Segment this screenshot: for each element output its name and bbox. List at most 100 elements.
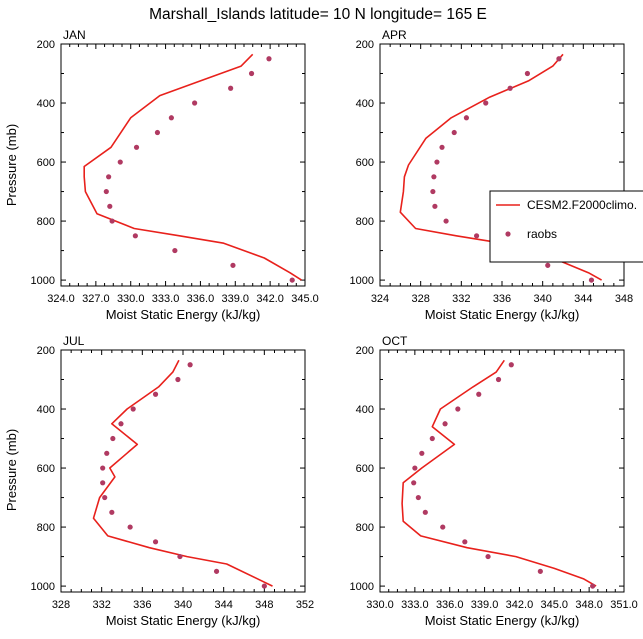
panel-label: JAN <box>63 28 86 42</box>
raobs-point <box>462 539 468 545</box>
y-tick-label: 1000 <box>350 581 374 593</box>
y-tick-label: 600 <box>356 463 374 475</box>
y-tick-label: 800 <box>37 216 55 228</box>
raobs-point <box>103 188 109 195</box>
raobs-point <box>439 144 445 150</box>
raobs-point <box>289 277 295 283</box>
x-tick-label: 324 <box>371 293 389 305</box>
x-tick-label: 344 <box>214 599 232 611</box>
y-tick-label: 800 <box>356 216 374 228</box>
x-tick-label: 342.0 <box>506 599 534 611</box>
panel-label: JUL <box>63 334 85 348</box>
raobs-point <box>172 247 178 254</box>
raobs-point <box>451 129 457 136</box>
y-tick-label: 600 <box>37 463 55 475</box>
legend: CESM2.F2000climo. raobs <box>489 190 643 263</box>
raobs-point <box>175 376 181 383</box>
legend-label: CESM2.F2000climo. <box>527 198 637 212</box>
raobs-point <box>411 480 417 486</box>
x-tick-label: 336.0 <box>436 599 464 611</box>
raobs-point <box>588 277 595 283</box>
model-profile-line <box>401 359 597 587</box>
raobs-point <box>107 203 113 209</box>
raobs-point <box>104 450 110 456</box>
x-tick-label: 339.0 <box>222 293 250 305</box>
x-tick-label: 352 <box>296 599 314 611</box>
x-tick-label: 345.0 <box>541 599 569 611</box>
panel-label: OCT <box>382 334 408 348</box>
raobs-point <box>431 174 437 180</box>
x-tick-label: 330.0 <box>366 599 394 611</box>
raobs-point <box>483 100 489 106</box>
raobs-point <box>508 362 514 368</box>
y-tick-label: 200 <box>356 39 374 51</box>
x-tick-label: 340 <box>533 293 551 305</box>
raobs-point <box>117 159 123 165</box>
x-tick-label: 344 <box>574 293 592 305</box>
x-tick-label: 328 <box>52 599 70 611</box>
y-tick-label: 600 <box>356 157 374 169</box>
raobs-point <box>537 568 543 574</box>
raobs-point <box>154 129 161 136</box>
x-axis-label: Moist Static Energy (kJ/kg) <box>106 613 261 628</box>
raobs-point <box>109 218 115 224</box>
raobs-point <box>118 421 124 427</box>
x-tick-label: 327.0 <box>82 293 110 305</box>
y-tick-label: 800 <box>356 522 374 534</box>
legend-dot-swatch <box>505 231 511 237</box>
raobs-point <box>463 115 470 121</box>
x-tick-label: 340 <box>174 599 192 611</box>
raobs-point <box>430 188 436 195</box>
y-tick-label: 200 <box>356 345 374 357</box>
raobs-point <box>415 494 421 501</box>
raobs-point <box>168 115 174 121</box>
raobs-point <box>434 159 440 165</box>
figure-title: Marshall_Islands latitude= 10 N longitud… <box>149 6 487 23</box>
panel-jul: 328 332 336 340 344 348 352 200 400 600 800 1000 JUL… <box>4 334 314 628</box>
raobs-point <box>443 218 449 224</box>
x-tick-label: 339.0 <box>471 599 499 611</box>
legend-box <box>489 190 643 263</box>
x-tick-label: 336.0 <box>187 293 215 305</box>
x-tick-label: 333.0 <box>401 599 429 611</box>
x-tick-label: 351.0 <box>610 599 638 611</box>
raobs-point <box>507 85 513 91</box>
raobs-point <box>524 70 531 77</box>
y-tick-label: 400 <box>356 404 374 416</box>
raobs-point <box>213 568 220 574</box>
raobs-point <box>419 450 425 456</box>
panels: 324.0 327.0 330.0 333.0 336.0 339.0 342.0 345.0… <box>4 28 638 628</box>
raobs-point <box>248 70 255 77</box>
model-profile-line <box>92 359 273 587</box>
raobs-point <box>130 406 136 412</box>
y-axis-label: Pressure (mb) <box>4 124 19 206</box>
y-tick-label: 1000 <box>31 581 55 593</box>
y-tick-label: 1000 <box>350 275 374 287</box>
x-tick-label: 342.0 <box>256 293 284 305</box>
x-tick-label: 330.0 <box>117 293 145 305</box>
raobs-point <box>192 100 198 106</box>
raobs-point <box>556 56 562 62</box>
panel-label: APR <box>382 28 407 42</box>
raobs-point <box>590 583 596 589</box>
y-tick-label: 400 <box>37 404 55 416</box>
raobs-point <box>432 203 438 209</box>
x-tick-label: 345.0 <box>291 293 319 305</box>
x-axis-label: Moist Static Energy (kJ/kg) <box>106 307 261 322</box>
panel-jan: 324.0 327.0 330.0 333.0 336.0 339.0 342.0 345.0… <box>4 28 319 322</box>
x-axis-label: Moist Static Energy (kJ/kg) <box>425 307 580 322</box>
raobs-point <box>261 583 267 589</box>
raobs-point <box>100 465 106 471</box>
y-tick-label: 1000 <box>31 275 55 287</box>
x-tick-label: 328 <box>411 293 429 305</box>
y-tick-label: 400 <box>356 98 374 110</box>
raobs-point <box>127 524 133 530</box>
raobs-point <box>495 376 502 383</box>
x-tick-label: 348.0 <box>575 599 603 611</box>
legend-label: raobs <box>527 227 557 241</box>
y-tick-label: 200 <box>37 345 55 357</box>
plot-frame <box>60 43 306 287</box>
raobs-point <box>440 524 446 530</box>
raobs-point <box>228 85 234 91</box>
